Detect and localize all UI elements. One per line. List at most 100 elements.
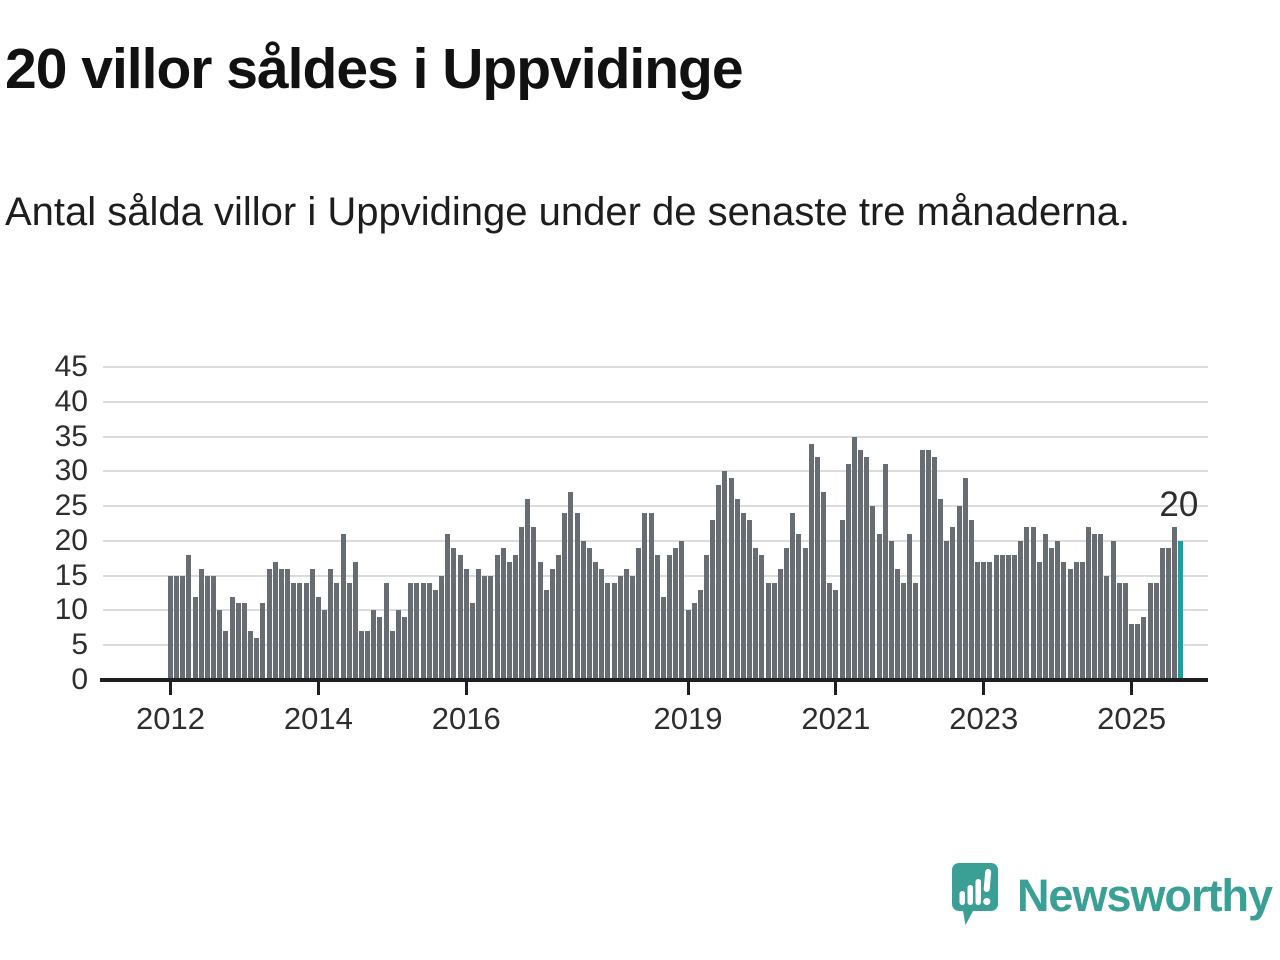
bar bbox=[975, 562, 981, 680]
gridline-y-45 bbox=[103, 366, 1208, 368]
newsworthy-wordmark: Newsworthy bbox=[1016, 870, 1273, 921]
y-axis-label-15: 15 bbox=[54, 558, 88, 592]
gridline-y-30 bbox=[103, 470, 1208, 473]
x-axis-tick-2023 bbox=[982, 681, 986, 695]
logo-bar-1 bbox=[959, 891, 965, 905]
bar bbox=[907, 534, 913, 680]
bar bbox=[1129, 624, 1135, 680]
bar bbox=[654, 555, 660, 680]
plot-area: 20 bbox=[103, 366, 1208, 680]
bar bbox=[482, 576, 488, 680]
bar bbox=[1012, 555, 1018, 680]
bar bbox=[365, 631, 371, 680]
bar bbox=[500, 548, 506, 680]
bar bbox=[322, 610, 328, 680]
bar bbox=[174, 576, 180, 680]
bar bbox=[882, 464, 888, 680]
bar bbox=[1018, 541, 1024, 680]
bar bbox=[765, 583, 771, 680]
bar bbox=[309, 569, 315, 680]
bar bbox=[180, 576, 186, 680]
last-value-label: 20 bbox=[1159, 484, 1199, 524]
bar bbox=[476, 569, 482, 680]
bar bbox=[617, 576, 623, 680]
bar bbox=[679, 541, 685, 680]
bar bbox=[962, 478, 968, 680]
y-axis-label-10: 10 bbox=[54, 593, 88, 627]
bar bbox=[685, 610, 691, 680]
bar bbox=[1092, 534, 1098, 680]
logo-exclamation-bar bbox=[983, 869, 992, 892]
bar bbox=[667, 555, 673, 680]
bar bbox=[389, 631, 395, 680]
bar bbox=[432, 590, 438, 680]
chart-subtitle: Antal sålda villor i Uppvidinge under de… bbox=[5, 190, 1131, 234]
bar bbox=[1098, 534, 1104, 680]
bar bbox=[235, 603, 241, 680]
bar bbox=[950, 527, 956, 680]
y-axis-label-0: 0 bbox=[71, 663, 88, 696]
bar bbox=[229, 597, 235, 680]
bar bbox=[1147, 583, 1153, 680]
bar bbox=[1036, 562, 1042, 680]
bar bbox=[506, 562, 512, 680]
bar bbox=[740, 513, 746, 680]
bar bbox=[894, 569, 900, 680]
x-axis-label-2012: 2012 bbox=[136, 701, 205, 736]
bar bbox=[851, 437, 857, 680]
bar bbox=[426, 583, 432, 680]
bar bbox=[753, 548, 759, 680]
bar bbox=[414, 583, 420, 680]
bar bbox=[864, 457, 870, 680]
y-axis-label-35: 35 bbox=[54, 419, 88, 453]
bar bbox=[586, 548, 592, 680]
bar bbox=[1141, 617, 1147, 680]
x-axis-label-2016: 2016 bbox=[431, 701, 501, 736]
y-axis-label-5: 5 bbox=[71, 628, 88, 662]
bar bbox=[469, 603, 475, 680]
bar bbox=[556, 555, 562, 680]
bar bbox=[395, 610, 401, 680]
bar bbox=[845, 464, 851, 680]
logo-exclamation-dot bbox=[983, 897, 991, 906]
x-axis-label-2025: 2025 bbox=[1097, 701, 1167, 736]
y-axis-label-45: 45 bbox=[54, 350, 88, 383]
bar bbox=[1061, 562, 1067, 680]
bar bbox=[1104, 576, 1110, 680]
x-axis-tick-2025 bbox=[1130, 681, 1134, 695]
bar bbox=[802, 548, 808, 680]
bar bbox=[371, 610, 377, 680]
bar bbox=[642, 513, 648, 680]
bar bbox=[999, 555, 1005, 680]
bar bbox=[704, 555, 709, 680]
x-axis-label-2019: 2019 bbox=[653, 701, 723, 736]
bar bbox=[771, 583, 777, 680]
bar bbox=[494, 555, 500, 680]
bar bbox=[1073, 562, 1079, 680]
x-axis-tick-2016 bbox=[464, 681, 468, 695]
bar bbox=[623, 569, 629, 680]
bar bbox=[808, 444, 814, 680]
bar bbox=[1166, 548, 1172, 680]
bar bbox=[870, 506, 876, 680]
x-axis-label-2023: 2023 bbox=[949, 701, 1019, 736]
x-axis-tick-2014 bbox=[316, 681, 320, 695]
bar bbox=[445, 534, 451, 680]
bar bbox=[198, 569, 204, 680]
bar bbox=[519, 527, 525, 680]
bar bbox=[192, 597, 198, 680]
bar bbox=[260, 603, 266, 680]
bar bbox=[925, 450, 931, 680]
bar bbox=[291, 583, 297, 680]
bar bbox=[562, 513, 568, 680]
bar bbox=[777, 569, 783, 680]
bar bbox=[1055, 541, 1061, 680]
bar bbox=[328, 569, 334, 680]
bar bbox=[463, 569, 469, 680]
bar bbox=[796, 534, 802, 680]
bar bbox=[217, 610, 223, 680]
x-axis-tick-2019 bbox=[686, 681, 690, 695]
bar bbox=[266, 569, 272, 680]
bar bbox=[439, 576, 445, 680]
bar bbox=[211, 576, 217, 680]
